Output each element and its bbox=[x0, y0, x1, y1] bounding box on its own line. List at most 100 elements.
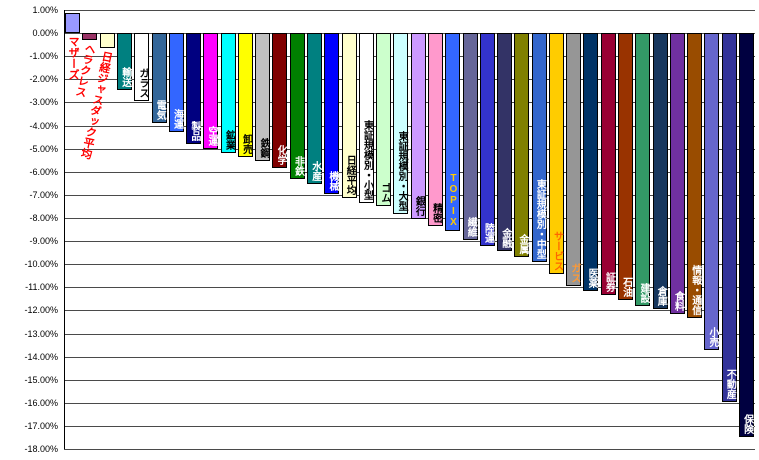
gridline bbox=[64, 171, 755, 173]
bar-label: 陸運 bbox=[482, 222, 494, 243]
bar: 倉庫 bbox=[652, 33, 668, 310]
bar-label: 医薬 bbox=[586, 267, 598, 288]
bar-label: 金融 bbox=[499, 228, 511, 249]
bar-label: 繊維 bbox=[465, 216, 477, 237]
bar-label: 東証規模別・小型 bbox=[361, 119, 373, 200]
bar-label: 鉱業 bbox=[223, 130, 235, 151]
y-tick-label: -15.00% bbox=[24, 374, 58, 385]
gridline bbox=[64, 10, 755, 11]
bar-label: 保険 bbox=[741, 414, 753, 435]
bar: 東証規模別・小型 bbox=[358, 33, 374, 203]
bar-label: 倉庫 bbox=[655, 286, 667, 307]
bar-label: 日経平均 bbox=[344, 155, 356, 196]
bar: 不動産 bbox=[721, 33, 737, 402]
y-tick-label: -2.00% bbox=[29, 74, 58, 85]
bar-label: ガス bbox=[568, 263, 580, 284]
bar-label: 金属 bbox=[517, 234, 529, 255]
bar: 繊維 bbox=[462, 33, 478, 240]
y-tick-label: -3.00% bbox=[29, 97, 58, 108]
bar: 建設 bbox=[635, 33, 651, 306]
gridline bbox=[64, 241, 755, 243]
bar-label: TOPIX bbox=[447, 172, 459, 228]
bar: 空運 bbox=[203, 33, 219, 149]
gridline bbox=[64, 79, 755, 81]
bar bbox=[99, 33, 115, 49]
bar: 機械 bbox=[324, 33, 340, 194]
y-tick-label: -16.00% bbox=[24, 397, 58, 408]
bar-label: 水産 bbox=[309, 161, 321, 182]
bar: 石油 bbox=[617, 33, 633, 300]
bar: 非鉄 bbox=[289, 33, 305, 179]
gridline bbox=[64, 425, 755, 427]
bar-label: ガラス bbox=[136, 68, 148, 99]
gridline bbox=[64, 217, 755, 219]
bar-label: サービス bbox=[551, 231, 563, 272]
bar: 精密 bbox=[427, 33, 443, 226]
gridline bbox=[64, 148, 755, 150]
bar: 卸売 bbox=[237, 33, 253, 157]
bar-label: マザーズ bbox=[67, 36, 80, 81]
y-tick-label: 0.00% bbox=[32, 28, 58, 39]
gridline bbox=[64, 287, 755, 289]
bar: 鉱業 bbox=[220, 33, 236, 154]
bar bbox=[65, 12, 81, 34]
bar-label: 証券 bbox=[603, 272, 615, 293]
y-tick-label: -13.00% bbox=[24, 328, 58, 339]
bar: ゴム bbox=[376, 33, 392, 207]
bar-label: 東証規模別・中型 bbox=[534, 178, 546, 259]
bar-label: ゴム bbox=[378, 183, 390, 204]
bar: 証券 bbox=[600, 33, 616, 296]
y-tick-label: 1.00% bbox=[32, 5, 58, 15]
bar: 東証規模別・大型 bbox=[393, 33, 409, 215]
bar: 製品 bbox=[186, 33, 202, 144]
bar: 鉄鋼 bbox=[255, 33, 271, 162]
y-tick-label: -17.00% bbox=[24, 420, 58, 431]
bar: 輸送 bbox=[117, 33, 132, 90]
bar-label: 非鉄 bbox=[292, 155, 304, 176]
bar-label: 海運 bbox=[171, 109, 183, 130]
bar-label: 小売 bbox=[707, 326, 719, 347]
bar: 小売 bbox=[704, 33, 720, 350]
y-tick-label: -1.00% bbox=[29, 51, 58, 62]
y-tick-label: -14.00% bbox=[24, 351, 58, 362]
gridline bbox=[64, 33, 755, 35]
y-tick-label: -7.00% bbox=[29, 189, 58, 200]
bar-label: 食料 bbox=[672, 290, 684, 311]
bar: 東証規模別・中型 bbox=[531, 33, 547, 262]
bar-label: 機械 bbox=[327, 170, 339, 191]
bar-label: 空運 bbox=[206, 125, 218, 146]
bar-label: 精密 bbox=[430, 202, 442, 223]
y-tick-label: -11.00% bbox=[25, 282, 58, 293]
bar: 食料 bbox=[669, 33, 685, 314]
gridline bbox=[64, 264, 755, 266]
bar: 水産 bbox=[307, 33, 322, 185]
gridline bbox=[64, 56, 755, 58]
bar: ガス bbox=[566, 33, 582, 287]
bar: 電気 bbox=[151, 33, 167, 124]
bar: 金融 bbox=[497, 33, 512, 252]
bar-label: 製品 bbox=[188, 120, 200, 141]
gridline bbox=[64, 449, 755, 450]
bar-label: 化学 bbox=[275, 145, 287, 166]
bar: 銀行 bbox=[410, 33, 426, 220]
bar-label: 石油 bbox=[620, 276, 632, 297]
bar: TOPIX bbox=[445, 33, 461, 231]
bar: 陸運 bbox=[479, 33, 495, 246]
y-tick-label: -5.00% bbox=[29, 143, 58, 154]
bar-label: 鉄鋼 bbox=[257, 138, 269, 159]
bar-label: 建設 bbox=[637, 282, 649, 303]
bar: 金属 bbox=[514, 33, 530, 258]
y-tick-label: -6.00% bbox=[29, 166, 58, 177]
gridline bbox=[64, 356, 755, 358]
y-axis-line bbox=[64, 10, 65, 449]
y-tick-label: -9.00% bbox=[29, 236, 58, 247]
bar: サービス bbox=[548, 33, 564, 275]
gridline bbox=[64, 333, 755, 335]
y-tick-label: -8.00% bbox=[29, 212, 58, 223]
y-tick-label: -12.00% bbox=[24, 305, 58, 316]
gridline bbox=[64, 402, 755, 404]
y-tick-label: -18.00% bbox=[24, 444, 58, 454]
gridline bbox=[64, 102, 755, 104]
